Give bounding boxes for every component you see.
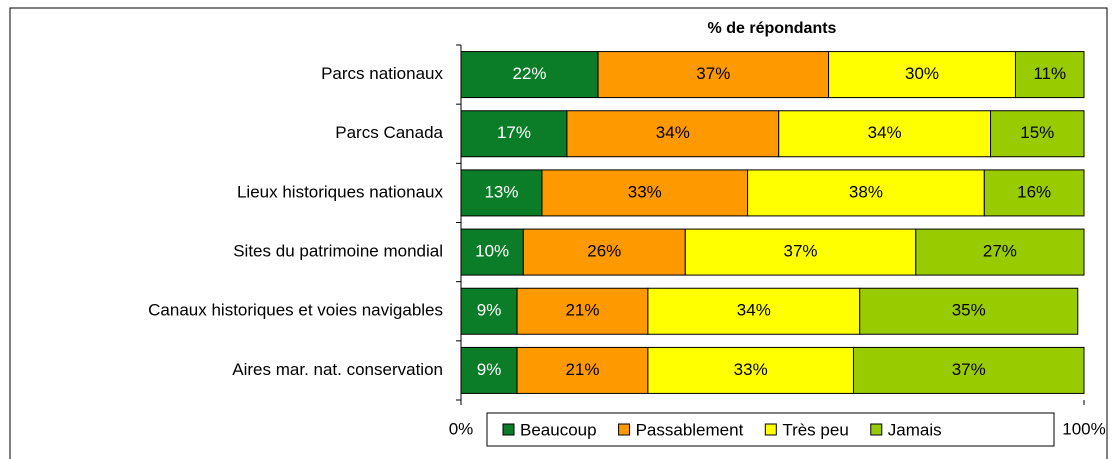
data-label: 13% (484, 182, 518, 201)
legend-label: Très peu (782, 420, 848, 439)
bar-segment (915, 228, 1085, 276)
legend-swatch (870, 423, 883, 436)
data-label: 37% (952, 360, 986, 379)
data-label: 10% (475, 242, 509, 261)
bar-segment (522, 228, 686, 276)
data-label: 9% (477, 360, 502, 379)
category-label: Sites du patrimoine mondial (233, 242, 443, 261)
data-label: 35% (952, 301, 986, 320)
data-label: 11% (1033, 64, 1066, 83)
bar-segment (828, 51, 1016, 99)
bar-segment (983, 169, 1085, 217)
data-label: 34% (656, 123, 690, 142)
data-label: 33% (628, 182, 662, 201)
bar-segment (597, 51, 830, 99)
bar-segment (460, 346, 518, 394)
data-label: 33% (734, 360, 768, 379)
category-label: Parcs nationaux (321, 64, 443, 83)
data-label: 21% (565, 301, 599, 320)
legend-label: Beaucoup (520, 420, 597, 439)
bar-segment (516, 287, 649, 335)
legend-swatch (618, 423, 631, 436)
category-label: Parcs Canada (335, 123, 443, 142)
data-label: 37% (696, 64, 730, 83)
legend-label: Jamais (888, 420, 942, 439)
data-label: 9% (477, 301, 502, 320)
bar-segment (684, 228, 917, 276)
data-label: 26% (587, 242, 621, 261)
data-label: 37% (784, 242, 818, 261)
data-label: 27% (983, 242, 1017, 261)
data-label: 22% (513, 64, 547, 83)
data-label: 30% (905, 64, 939, 83)
legend-swatch (502, 423, 515, 436)
legend-label: Passablement (636, 420, 744, 439)
data-label: 38% (849, 182, 883, 201)
data-label: 21% (565, 360, 599, 379)
data-label: 16% (1017, 182, 1051, 201)
bar-segment (852, 346, 1085, 394)
data-label: 15% (1020, 123, 1054, 142)
category-label: Aires mar. nat. conservation (232, 360, 443, 379)
bar-segment (647, 287, 861, 335)
bar-segment (460, 287, 518, 335)
x-tick-label: 100% (1062, 419, 1105, 438)
chart-title: % de répondants (708, 20, 837, 37)
data-label: 34% (868, 123, 902, 142)
bar-segment (647, 346, 854, 394)
category-label: Lieux historiques nationaux (237, 182, 444, 201)
data-label: 34% (737, 301, 771, 320)
bar-segment (859, 287, 1079, 335)
bar-segment (541, 169, 749, 217)
x-tick-label: 0% (449, 419, 474, 438)
bar-segment (990, 110, 1085, 158)
bar-segment (1014, 51, 1085, 99)
legend-swatch (764, 423, 777, 436)
bar-segment (747, 169, 985, 217)
chart-frame (9, 7, 1108, 459)
category-label: Canaux historiques et voies navigables (148, 301, 443, 320)
bar-segment (566, 110, 780, 158)
data-label: 17% (497, 123, 531, 142)
